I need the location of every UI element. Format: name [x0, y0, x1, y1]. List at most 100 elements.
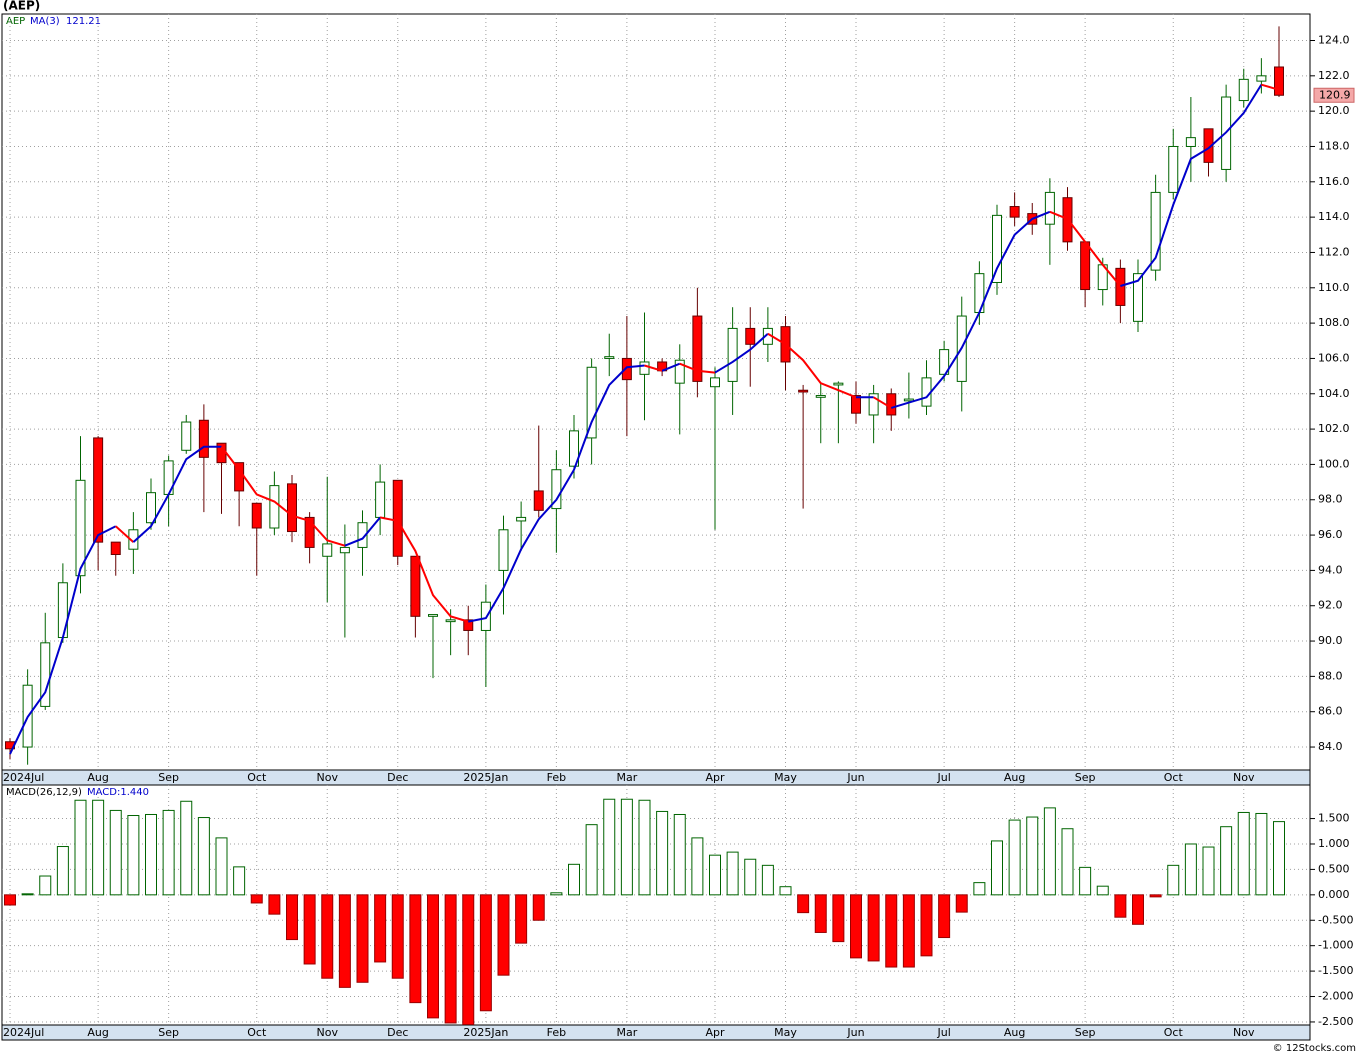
- x-tick-label: Aug: [87, 1026, 108, 1039]
- x-tick-label: Apr: [705, 1026, 725, 1039]
- macd-bar: [215, 837, 228, 896]
- y-tick-label: -1.500: [1318, 964, 1353, 977]
- macd-bar: [920, 894, 933, 957]
- price-date-strip: [1, 769, 1311, 786]
- macd-bar: [374, 894, 387, 963]
- macd-bar: [867, 894, 880, 962]
- macd-bar: [744, 858, 757, 896]
- macd-bar: [585, 824, 598, 896]
- candle-body: [287, 483, 297, 533]
- macd-bar: [656, 810, 669, 896]
- candle-body: [903, 398, 914, 402]
- last-price-box: [1313, 87, 1355, 103]
- x-tick-label: Oct: [1164, 771, 1184, 784]
- credit: © 12Stocks.com: [1273, 1043, 1356, 1054]
- candle-body: [621, 357, 632, 381]
- x-tick-label: May: [774, 1026, 797, 1039]
- candle-body: [1044, 191, 1055, 225]
- macd-bar: [955, 894, 968, 913]
- macd-bar: [885, 894, 898, 968]
- candle-body: [57, 582, 68, 639]
- candle-body: [569, 430, 579, 467]
- macd-bar: [356, 894, 369, 983]
- y-tick-label: 1.500: [1318, 812, 1350, 825]
- x-tick-label: Jul: [936, 1026, 950, 1039]
- macd-bar: [233, 866, 246, 896]
- macd-date-strip: [1, 1024, 1311, 1041]
- ma-line: [661, 362, 681, 372]
- y-tick-label: 102.0: [1318, 422, 1350, 435]
- ma-line: [1049, 210, 1122, 287]
- macd-bar: [673, 813, 686, 896]
- x-tick-label: Jun: [846, 1026, 864, 1039]
- candle-body: [815, 395, 826, 398]
- macd-bar: [973, 882, 986, 896]
- candle-body: [533, 490, 544, 511]
- ma-line: [714, 332, 769, 374]
- candle-body: [851, 395, 861, 414]
- candle-body: [1150, 191, 1161, 271]
- candle-body: [692, 315, 703, 382]
- macd-bar: [39, 875, 52, 896]
- y-tick-label: 116.0: [1318, 175, 1350, 188]
- candle-body: [868, 393, 879, 416]
- x-tick-label: 2024Jul: [3, 771, 44, 784]
- candle-body: [445, 619, 456, 623]
- candle-body: [322, 543, 333, 557]
- y-tick-label: 88.0: [1318, 669, 1343, 682]
- macd-bar: [321, 894, 334, 979]
- candle-body: [410, 555, 421, 617]
- y-tick-label: -2.000: [1318, 990, 1353, 1003]
- candle-body: [833, 382, 844, 386]
- candle-body: [745, 327, 756, 345]
- x-tick-label: Sep: [158, 1026, 179, 1039]
- macd-bar: [1220, 826, 1233, 896]
- x-tick-label: 2024Jul: [3, 1026, 44, 1039]
- macd-bar: [779, 886, 792, 896]
- macd-bar: [1273, 821, 1285, 896]
- y-tick-label: 94.0: [1318, 563, 1343, 576]
- macd-bar: [180, 800, 193, 896]
- candle-body: [604, 356, 615, 359]
- candle-body: [1185, 137, 1196, 147]
- y-tick-label: 124.0: [1318, 33, 1350, 46]
- candle-body: [1168, 145, 1179, 193]
- candle-body: [392, 479, 403, 557]
- ma-line: [344, 516, 381, 547]
- y-tick-label: 104.0: [1318, 387, 1350, 400]
- macd-bar: [479, 894, 492, 1012]
- macd-bar: [427, 894, 439, 1019]
- candle-body: [639, 361, 650, 375]
- macd-bar: [338, 894, 351, 988]
- x-tick-label: May: [774, 771, 797, 784]
- candle-body: [463, 619, 474, 631]
- x-tick-label: Sep: [1075, 1026, 1096, 1039]
- macd-bar: [462, 894, 475, 1025]
- macd-bar: [1026, 816, 1039, 896]
- x-tick-label: Feb: [547, 1026, 566, 1039]
- candle-body: [40, 642, 51, 707]
- x-tick-label: Apr: [705, 771, 725, 784]
- macd-bar: [1114, 894, 1127, 918]
- candle-body: [727, 327, 738, 382]
- macd-bar: [568, 863, 580, 896]
- y-tick-label: 84.0: [1318, 740, 1343, 753]
- macd-bar: [832, 894, 845, 943]
- x-tick-label: Nov: [1233, 1026, 1255, 1039]
- macd-bar: [1043, 807, 1056, 896]
- macd-bar: [1132, 894, 1144, 925]
- candle-body: [1133, 273, 1143, 322]
- candle-body: [498, 529, 509, 571]
- x-tick-label: Mar: [616, 771, 637, 784]
- ma-line: [1261, 83, 1280, 91]
- macd-bar: [1167, 864, 1180, 896]
- ma-line: [132, 445, 222, 543]
- y-tick-label: 106.0: [1318, 351, 1350, 364]
- x-tick-label: Dec: [387, 1026, 408, 1039]
- x-tick-label: Aug: [87, 771, 108, 784]
- macd-bar: [691, 837, 704, 896]
- ma-line: [9, 525, 117, 755]
- macd-bar: [550, 892, 563, 896]
- ma-line: [644, 364, 663, 372]
- x-tick-label: Aug: [1004, 771, 1025, 784]
